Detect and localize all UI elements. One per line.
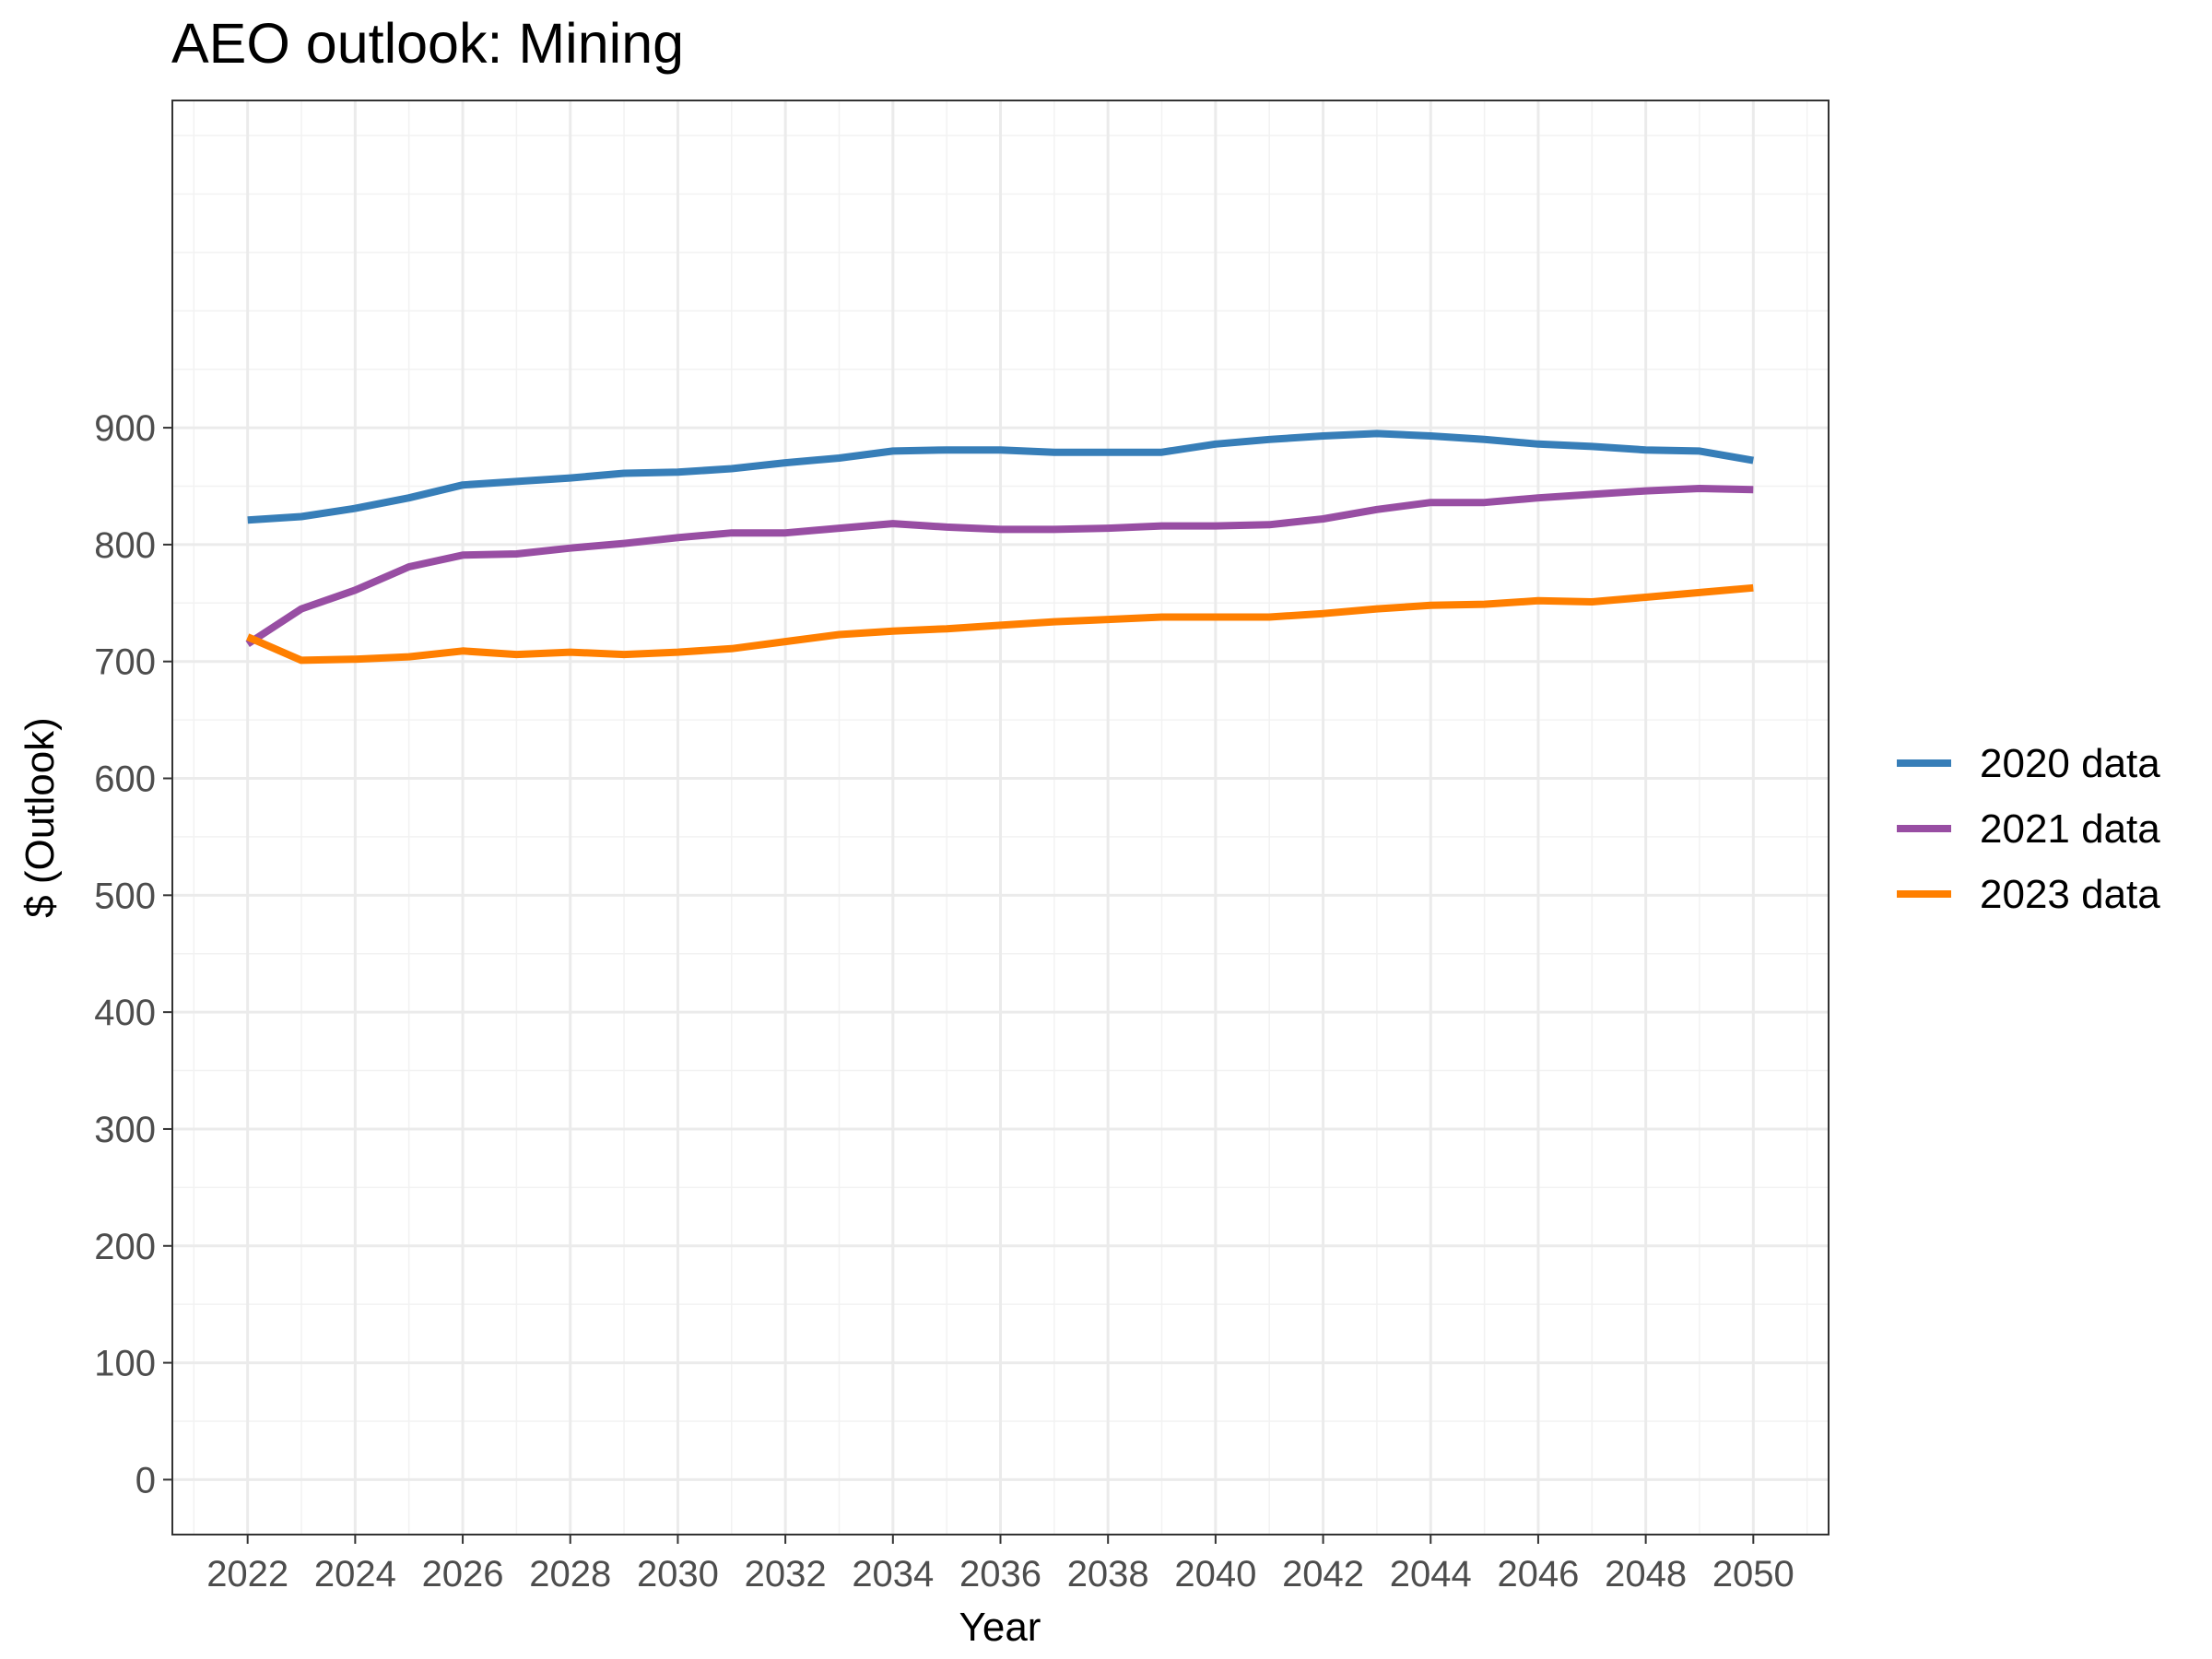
- y-tick-label: 400: [94, 993, 156, 1033]
- y-axis-title: $ (Outlook): [18, 717, 63, 918]
- x-tick-label: 2034: [852, 1554, 934, 1594]
- plot-panel: [171, 100, 1830, 1535]
- x-axis-title: Year: [959, 1605, 1041, 1650]
- x-tick-label: 2046: [1497, 1554, 1579, 1594]
- series-line-3: [246, 583, 1754, 665]
- x-tick-label: 2050: [1712, 1554, 1794, 1594]
- major-gridlines: [172, 100, 1829, 1535]
- x-tick-label: 2036: [959, 1554, 1041, 1594]
- x-tick-label: 2048: [1605, 1554, 1687, 1594]
- y-tick-label: 300: [94, 1110, 156, 1150]
- y-axis: 0 100 200 300 400 500 600 700 800 900: [94, 408, 172, 1500]
- y-tick-label: 600: [94, 759, 156, 800]
- x-tick-label: 2042: [1282, 1554, 1364, 1594]
- y-tick-label: 500: [94, 876, 156, 916]
- x-tick-label: 2028: [529, 1554, 611, 1594]
- series-line-1: [247, 429, 1754, 524]
- chart-title: AEO outlook: Mining: [171, 12, 684, 75]
- y-tick-label: 100: [94, 1344, 156, 1384]
- x-tick-label: 2044: [1390, 1554, 1472, 1594]
- y-tick-label: 800: [94, 525, 156, 566]
- x-tick-label: 2038: [1067, 1554, 1149, 1594]
- x-tick-label: 2040: [1174, 1554, 1256, 1594]
- x-tick-label: 2026: [422, 1554, 504, 1594]
- y-tick-label: 0: [135, 1460, 156, 1500]
- x-tick-label: 2022: [206, 1554, 288, 1594]
- series-line-2: [245, 485, 1754, 648]
- legend-label-3: 2023 data: [1980, 872, 2160, 917]
- series-lines: [245, 429, 1754, 665]
- x-tick-label: 2032: [745, 1554, 827, 1594]
- x-axis: 2022 2024 2026 2028 2030 2032 2034 2036 2038 2040…: [206, 1535, 1794, 1594]
- y-tick-label: 200: [94, 1227, 156, 1267]
- x-tick-label: 2030: [637, 1554, 719, 1594]
- legend-label-1: 2020 data: [1980, 741, 2160, 786]
- legend-label-2: 2021 data: [1980, 806, 2160, 852]
- legend: 2020 data 2021 data 2023 data: [1897, 741, 2160, 917]
- y-tick-label: 700: [94, 642, 156, 683]
- x-tick-label: 2024: [314, 1554, 396, 1594]
- y-tick-label: 900: [94, 408, 156, 449]
